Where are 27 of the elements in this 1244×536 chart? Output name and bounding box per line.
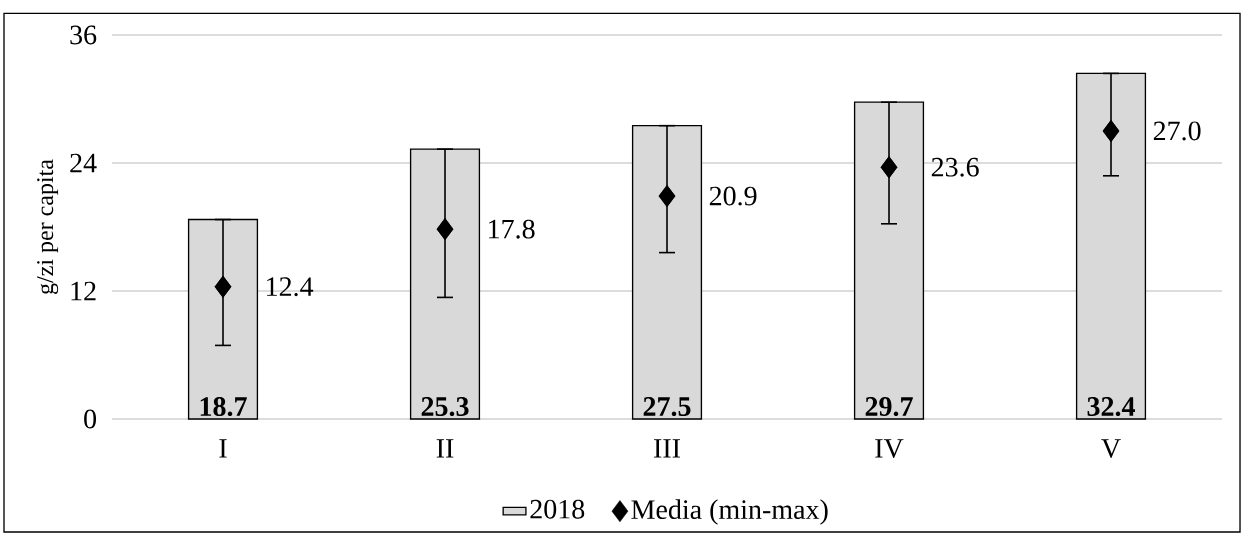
point: [658, 185, 676, 207]
data-label: 17.8: [489, 219, 535, 239]
x-tick-label: I: [219, 439, 227, 458]
point: [1102, 120, 1120, 142]
point: [880, 156, 898, 179]
data-label: 23.6: [931, 157, 979, 177]
data-label: 12.4: [267, 277, 314, 297]
data-label: 29.7: [865, 397, 913, 417]
data-label: 18.7: [200, 397, 247, 417]
legend-label: 2018: [530, 499, 585, 519]
point: [214, 275, 232, 298]
x-tick-label: IV: [875, 439, 904, 459]
legend-label: Media (min-max): [631, 499, 828, 525]
data-label: 25.3: [421, 397, 469, 417]
data-label: 32.4: [1087, 397, 1135, 417]
data-label: 20.9: [709, 186, 757, 206]
y-tick-label: 0: [84, 409, 97, 429]
y-tick-label: 12: [71, 281, 96, 301]
y-tick-label: 24: [70, 153, 97, 173]
point: [436, 218, 454, 241]
data-label: 27.5: [643, 397, 691, 417]
x-tick-label: III: [654, 439, 681, 458]
y-tick-label: 36: [70, 25, 97, 45]
x-tick-label: II: [436, 439, 454, 458]
data-label: 27.0: [1153, 121, 1201, 141]
x-tick-label: V: [1101, 439, 1121, 459]
y-axis-title: g/zi per capita: [37, 159, 59, 294]
